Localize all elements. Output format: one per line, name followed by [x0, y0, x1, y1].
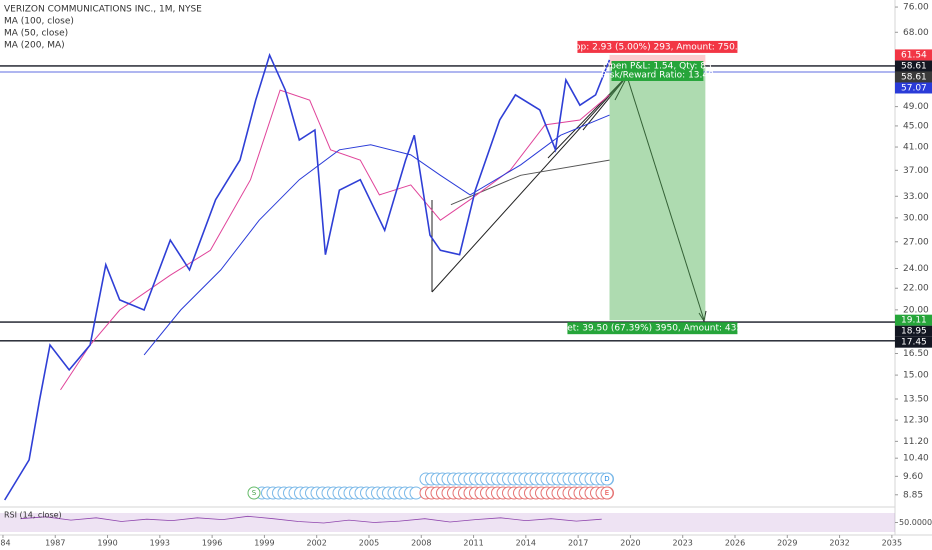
rsi-line [20, 515, 602, 524]
x-tick-label: 984 [0, 539, 11, 548]
price-tag [895, 336, 932, 348]
rsi-title: RSI (14, close) [4, 511, 62, 520]
price-tag-label: 18.95 [901, 327, 927, 337]
y-tick-label: 30.00 [903, 213, 929, 223]
event-icon [247, 486, 261, 500]
x-tick-label: 2005 [359, 539, 379, 548]
event-letter: E [605, 489, 609, 497]
y-tick-label: 16.50 [903, 349, 929, 359]
x-tick-label: 2032 [829, 539, 849, 548]
y-tick-label: 8.85 [903, 490, 923, 500]
x-tick-label: 2023 [673, 539, 693, 548]
price-tag-label: 61.54 [901, 50, 927, 60]
y-tick-label: 20.00 [903, 305, 929, 315]
x-tick-label: 2011 [463, 539, 483, 548]
price-tag-label: 19.11 [901, 316, 927, 326]
target-label-box [567, 322, 738, 335]
stop-zone [609, 54, 706, 66]
x-tick-label: 2026 [725, 539, 745, 548]
price-tag [895, 314, 932, 326]
x-tick-label: 2002 [307, 539, 327, 548]
ratio-label: Risk/Reward Ratio: 13.48 [601, 70, 714, 80]
stop-label: Stop: 2.93 (5.00%) 293, Amount: 750.95 [566, 42, 749, 52]
y-tick-label: 68.00 [903, 28, 929, 38]
y-tick-label: 13.50 [903, 394, 929, 404]
y-tick-label: 9.60 [903, 472, 923, 482]
y-tick-label: 45.00 [903, 121, 929, 131]
price-tag [895, 60, 932, 72]
event-letter: S [252, 489, 257, 497]
price-tag-label: 58.61 [901, 61, 927, 71]
y-tick-label: 10.40 [903, 454, 929, 464]
y-tick-label: 37.00 [903, 166, 929, 176]
ma-line [143, 114, 610, 356]
pnl-label: Open P&L: 1.54, Qty: 85 [603, 61, 712, 71]
y-tick-label: 22.00 [903, 284, 929, 294]
x-tick-label: 1987 [45, 539, 65, 548]
stop-label-box [577, 40, 738, 53]
pnl-box [611, 60, 704, 81]
x-tick-label: 2008 [411, 539, 431, 548]
y-tick-label: 49.00 [903, 102, 929, 112]
drawings [431, 69, 707, 323]
x-tick-label: 2029 [777, 539, 797, 548]
event-icon [600, 472, 614, 486]
y-tick-label: 11.20 [903, 437, 929, 447]
legend-entry: MA (50, close) [4, 29, 68, 39]
price-tag [895, 71, 932, 83]
y-tick-label: 24.00 [903, 264, 929, 274]
x-tick-label: 2035 [882, 539, 902, 548]
x-tick-label: 2014 [516, 539, 536, 548]
price-line [4, 52, 611, 501]
event-icon [600, 486, 614, 500]
y-tick-label: 27.00 [903, 237, 929, 247]
y-tick-label: 33.00 [903, 192, 929, 202]
price-tag-label: 17.45 [901, 338, 927, 348]
symbol-title: VERIZON COMMUNICATIONS INC., 1M, NYSE [4, 5, 202, 15]
legend-entry: MA (100, close) [4, 17, 74, 27]
x-tick-label: 1999 [254, 539, 274, 548]
price-tag [895, 82, 932, 94]
price-tag-label: 58.61 [901, 72, 927, 82]
forecast-arrow [624, 69, 705, 321]
events: S DE [247, 472, 614, 500]
y-tick-label: 12.30 [903, 416, 929, 426]
price-tag [895, 325, 932, 337]
x-tick-label: 2017 [568, 539, 588, 548]
target-label: Target: 39.50 (67.39%) 3950, Amount: 435… [547, 324, 756, 334]
price-tag-label: 57.07 [901, 83, 927, 93]
trend-line [547, 74, 629, 159]
rsi-band [0, 513, 895, 532]
y-tick-label: 76.00 [903, 3, 929, 13]
event-letter: D [604, 475, 609, 483]
trend-line [582, 74, 629, 131]
x-tick-label: 1996 [202, 539, 222, 548]
arrow-head [698, 310, 707, 323]
x-tick-label: 1993 [150, 539, 170, 548]
price-tag [895, 49, 932, 61]
y-tick-label: 41.00 [903, 143, 929, 153]
x-tick-label: 2020 [620, 539, 640, 548]
ma-line [60, 89, 610, 391]
trend-line [431, 74, 629, 293]
legend-entry: MA (200, MA) [4, 41, 65, 51]
rsi-tick-label: 50.0000 [899, 518, 932, 527]
y-tick-label: 15.00 [903, 371, 929, 381]
target-zone [609, 65, 706, 321]
x-tick-label: 1990 [97, 539, 117, 548]
